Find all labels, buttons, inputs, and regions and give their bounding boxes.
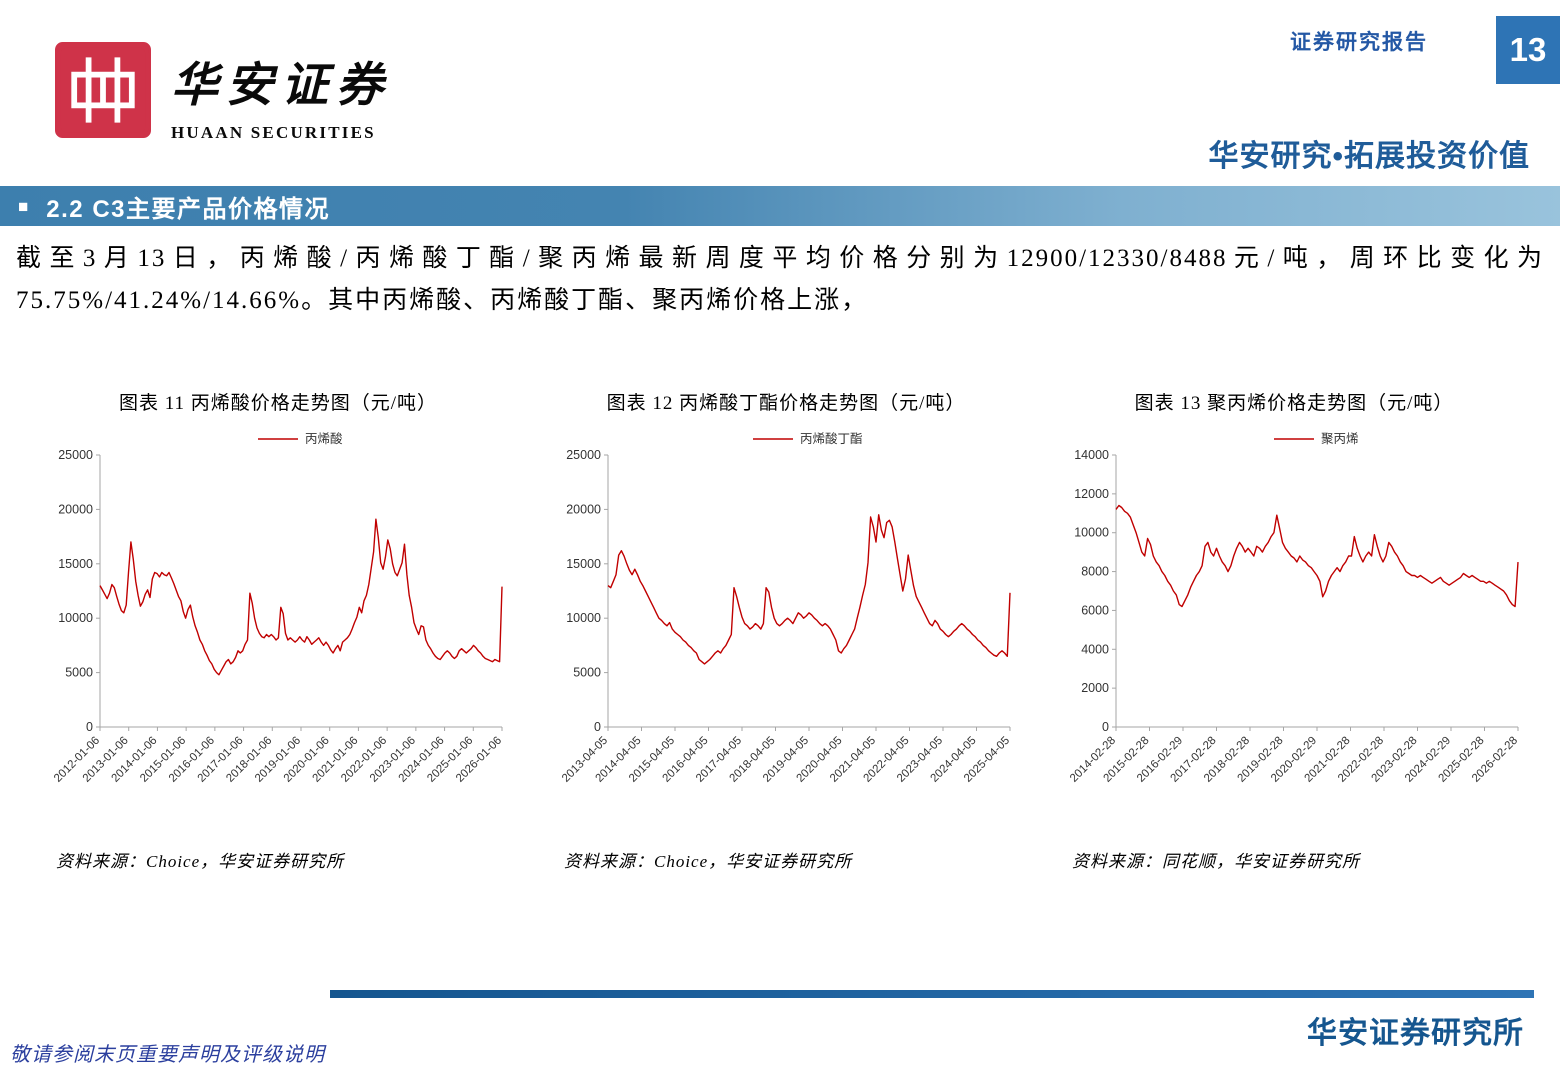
svg-text:0: 0	[594, 720, 601, 734]
page-number-badge: 13	[1496, 16, 1560, 84]
svg-text:8000: 8000	[1081, 565, 1109, 579]
acrylic-acid-price-chart: 0 5000 10000 15000 20000 25000 2012-01-06 2013-…	[42, 419, 514, 821]
svg-text:25000: 25000	[566, 448, 601, 462]
section-title: 2.2 C3主要产品价格情况	[46, 195, 330, 223]
svg-text:5000: 5000	[65, 666, 93, 680]
chart-title: 图表 11 丙烯酸价格走势图（元/吨）	[118, 393, 438, 414]
svg-text:10000: 10000	[566, 611, 601, 625]
svg-text:聚丙烯: 聚丙烯	[1321, 432, 1359, 446]
svg-text:10000: 10000	[58, 611, 93, 625]
butyl-acrylate-price-chart: 0 5000 10000 15000 20000 25000 2013-04-05 2014-…	[550, 419, 1022, 821]
svg-text:10000: 10000	[1074, 526, 1109, 540]
figure-butyl-acrylate: 图表 12 丙烯酸丁酯价格走势图（元/吨） 0 5000 10000 15000 200…	[550, 388, 1022, 872]
footer-institute: 华安证券研究所	[1307, 1017, 1524, 1050]
huaan-logo-icon	[55, 42, 151, 138]
charts-row: 图表 11 丙烯酸价格走势图（元/吨） 0 5000 10000 15000 20000…	[42, 388, 1530, 872]
chart-source: 资料来源：Choice，华安证券研究所	[56, 852, 345, 871]
section-header-bar: ■ 2.2 C3主要产品价格情况	[0, 186, 1560, 226]
svg-text:丙烯酸: 丙烯酸	[305, 431, 343, 446]
svg-text:20000: 20000	[566, 502, 601, 516]
svg-text:2000: 2000	[1081, 681, 1109, 695]
logo-name-cn: 华安证券	[171, 60, 391, 112]
brand-tagline: 华安研究•拓展投资价值	[1208, 140, 1530, 173]
figure-polypropylene: 图表 13 聚丙烯价格走势图（元/吨） 0 2000 4000 6000 8000 100…	[1058, 388, 1530, 872]
svg-text:0: 0	[86, 720, 93, 734]
chart-source: 资料来源：同花顺，华安证券研究所	[1072, 852, 1360, 871]
svg-text:丙烯酸丁酯: 丙烯酸丁酯	[800, 431, 863, 446]
chart-title: 图表 12 丙烯酸丁酯价格走势图（元/吨）	[606, 393, 966, 414]
svg-text:0: 0	[1102, 720, 1109, 734]
svg-text:25000: 25000	[58, 448, 93, 462]
svg-text:5000: 5000	[573, 666, 601, 680]
figure-acrylic-acid: 图表 11 丙烯酸价格走势图（元/吨） 0 5000 10000 15000 20000…	[42, 388, 514, 872]
svg-text:6000: 6000	[1081, 603, 1109, 617]
svg-text:4000: 4000	[1081, 642, 1109, 656]
svg-text:14000: 14000	[1074, 448, 1109, 462]
footer-divider-bar	[330, 990, 1534, 998]
section-bullet-icon: ■	[18, 196, 29, 216]
svg-text:20000: 20000	[58, 502, 93, 516]
summary-paragraph: 截至3月13日，丙烯酸/丙烯酸丁酯/聚丙烯最新周度平均价格分别为12900/12…	[16, 245, 1544, 314]
svg-text:15000: 15000	[566, 557, 601, 571]
chart-title: 图表 13 聚丙烯价格走势图（元/吨）	[1134, 393, 1454, 414]
polypropylene-price-chart: 0 2000 4000 6000 8000 10000 12000 14000 2014-02-…	[1058, 419, 1530, 821]
logo-text: 华安证券 HUAAN SECURITIES	[171, 42, 391, 143]
header-logo-block: 华安证券 HUAAN SECURITIES	[55, 42, 391, 143]
svg-text:15000: 15000	[58, 557, 93, 571]
logo-name-en: HUAAN SECURITIES	[171, 123, 376, 142]
report-type-label: 证券研究报告	[1290, 30, 1428, 54]
chart-source: 资料来源：Choice，华安证券研究所	[564, 852, 853, 871]
footer-disclaimer: 敬请参阅末页重要声明及评级说明	[10, 1044, 325, 1066]
svg-text:12000: 12000	[1074, 487, 1109, 501]
